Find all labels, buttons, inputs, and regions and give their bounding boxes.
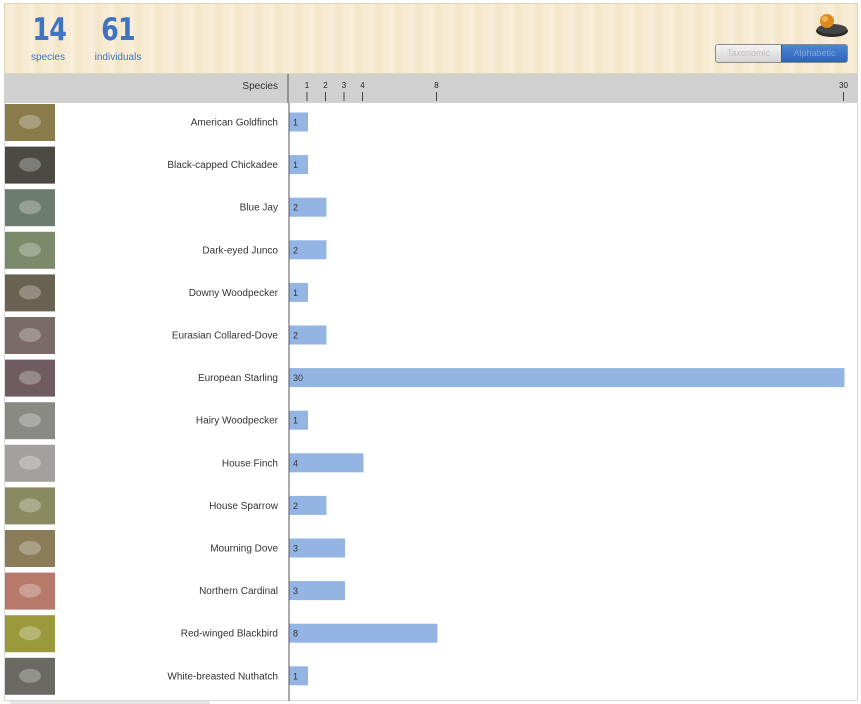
- bar-9: [289, 495, 327, 515]
- species-photo-13: [5, 657, 55, 695]
- x-tick-label-5: 30: [839, 81, 848, 90]
- individuals-stat: 61 individuals: [94, 12, 142, 63]
- species-photo-bird-3: [19, 242, 41, 257]
- axis-header: Species 1 2 3 4 8 30: [4, 74, 858, 103]
- chart-area: American Goldfinch 1 Black-capped Chickade…: [4, 103, 858, 701]
- species-photo-bird-8: [19, 455, 41, 470]
- species-column-label: Species: [242, 81, 278, 92]
- individuals-count: 61: [101, 12, 136, 48]
- species-label: species: [31, 52, 65, 63]
- bar-value-0: 1: [293, 118, 298, 128]
- species-photo-bird-0: [19, 115, 41, 129]
- bar-11: [289, 581, 345, 601]
- species-photo-bird-7: [19, 413, 41, 428]
- species-label-5: Eurasian Collared-Dove: [172, 331, 279, 342]
- species-photo-12: [5, 615, 55, 653]
- bird-feeder-logo-icon: [816, 14, 848, 37]
- species-photo-5: [5, 317, 55, 354]
- species-photo-bird-5: [19, 328, 41, 342]
- bar-2: [289, 197, 327, 217]
- species-label-6: European Starling: [198, 373, 278, 384]
- horizontal-scrollbar[interactable]: [10, 701, 210, 704]
- species-photo-bird-11: [19, 583, 41, 598]
- bar-value-12: 8: [293, 629, 298, 639]
- species-photo-7: [5, 402, 55, 440]
- species-photo-1: [5, 146, 55, 184]
- species-photo-2: [5, 189, 55, 227]
- species-label-11: Northern Cardinal: [199, 586, 278, 597]
- species-label-9: House Sparrow: [209, 501, 279, 512]
- bar-13: [289, 666, 308, 686]
- species-photo-bird-12: [19, 626, 41, 641]
- x-tick-label-3: 4: [360, 81, 365, 90]
- species-photo-bird-4: [19, 285, 41, 300]
- bar-value-8: 4: [293, 458, 298, 468]
- species-photo-bird-6: [19, 370, 41, 385]
- species-photo-bird-9: [19, 498, 41, 513]
- bar-value-2: 2: [293, 203, 298, 213]
- bar-value-13: 1: [293, 671, 298, 681]
- species-label-4: Downy Woodpecker: [189, 288, 279, 299]
- x-tick-label-4: 8: [434, 81, 439, 90]
- bar-value-6: 30: [293, 373, 303, 383]
- bar-7: [289, 410, 308, 430]
- species-label-13: White-breasted Nuthatch: [167, 671, 278, 682]
- bar-value-1: 1: [293, 160, 298, 170]
- bar-0: [289, 112, 308, 132]
- individuals-label: individuals: [94, 52, 142, 63]
- bar-5: [289, 325, 327, 345]
- species-photo-bird-2: [19, 200, 41, 215]
- species-label-7: Hairy Woodpecker: [196, 416, 279, 427]
- species-label-0: American Goldfinch: [191, 118, 278, 129]
- species-photo-3: [5, 231, 55, 269]
- species-label-3: Dark-eyed Junco: [202, 245, 278, 256]
- sort-taxonomic-button[interactable]: Taxonomic: [716, 45, 781, 62]
- species-photo-11: [5, 572, 55, 610]
- species-label-1: Black-capped Chickadee: [167, 160, 278, 171]
- bar-12: [289, 623, 438, 643]
- bar-value-10: 3: [293, 544, 298, 554]
- bar-1: [289, 155, 308, 175]
- bar-10: [289, 538, 345, 558]
- bar-value-5: 2: [293, 331, 298, 341]
- species-photo-9: [5, 487, 55, 525]
- x-tick-label-0: 1: [305, 81, 310, 90]
- species-count: 14: [32, 12, 67, 48]
- bar-chart: American Goldfinch 1 Black-capped Chickade…: [5, 103, 845, 701]
- x-tick-label-1: 2: [323, 81, 328, 90]
- bar-value-3: 2: [293, 245, 298, 255]
- species-label-2: Blue Jay: [240, 203, 278, 214]
- species-photo-4: [5, 274, 55, 312]
- species-label-12: Red-winged Blackbird: [181, 629, 278, 640]
- summary-header: 14 species 61 individuals Taxonomic Alph…: [4, 3, 858, 74]
- species-label-8: House Finch: [222, 458, 278, 469]
- sort-toggle[interactable]: Taxonomic Alphabetic: [715, 44, 848, 63]
- bar-value-4: 1: [293, 288, 298, 298]
- species-photo-bird-1: [19, 157, 41, 172]
- bar-8: [289, 453, 364, 473]
- bar-value-7: 1: [293, 416, 298, 426]
- species-photo-10: [5, 530, 55, 567]
- species-photo-8: [5, 444, 55, 482]
- species-photo-bird-13: [19, 668, 41, 683]
- bar-value-11: 3: [293, 586, 298, 596]
- bar-3: [289, 240, 327, 260]
- species-stat: 14 species: [29, 12, 67, 63]
- bar-6: [289, 368, 845, 388]
- bar-value-9: 2: [293, 501, 298, 511]
- bar-4: [289, 282, 308, 302]
- species-photo-bird-10: [19, 541, 41, 555]
- x-axis: 1 2 3 4 8 30: [287, 74, 848, 103]
- species-photo-6: [5, 359, 55, 397]
- sort-alphabetic-button[interactable]: Alphabetic: [781, 45, 847, 62]
- species-label-10: Mourning Dove: [210, 544, 278, 555]
- species-photo-0: [5, 104, 55, 141]
- x-tick-label-2: 3: [342, 81, 347, 90]
